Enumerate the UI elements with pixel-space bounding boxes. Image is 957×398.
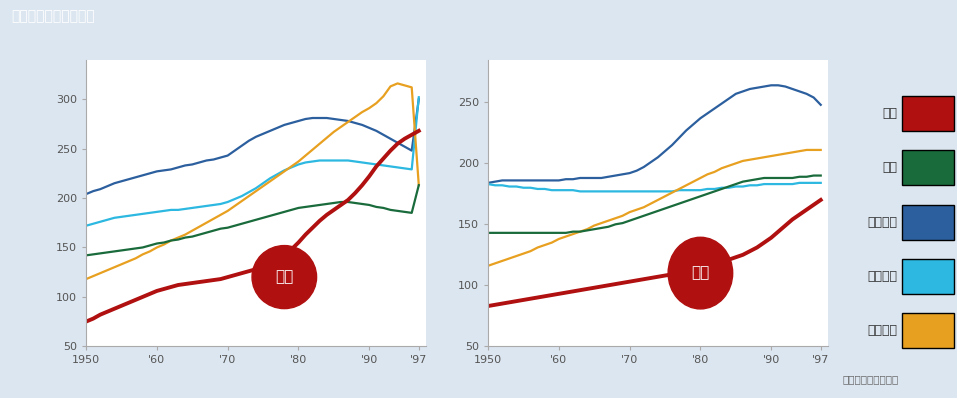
Text: イギリス: イギリス: [867, 216, 897, 228]
Text: 世界保健機構の統計: 世界保健機構の統計: [842, 374, 899, 384]
Text: フランス: フランス: [867, 270, 897, 283]
FancyBboxPatch shape: [902, 150, 954, 185]
FancyBboxPatch shape: [902, 205, 954, 240]
Text: イタリア: イタリア: [867, 324, 897, 337]
Text: 日本: 日本: [882, 107, 897, 120]
FancyBboxPatch shape: [902, 96, 954, 131]
Ellipse shape: [252, 246, 317, 308]
Text: 国別がん死亡率の推移: 国別がん死亡率の推移: [11, 10, 95, 23]
Text: 米国: 米国: [882, 162, 897, 174]
Text: 日本: 日本: [691, 265, 709, 281]
FancyBboxPatch shape: [902, 259, 954, 294]
Text: 女: 女: [502, 70, 517, 94]
FancyBboxPatch shape: [902, 313, 954, 348]
Ellipse shape: [668, 237, 733, 309]
Text: 日本: 日本: [276, 269, 294, 285]
Text: 男: 男: [100, 70, 115, 94]
